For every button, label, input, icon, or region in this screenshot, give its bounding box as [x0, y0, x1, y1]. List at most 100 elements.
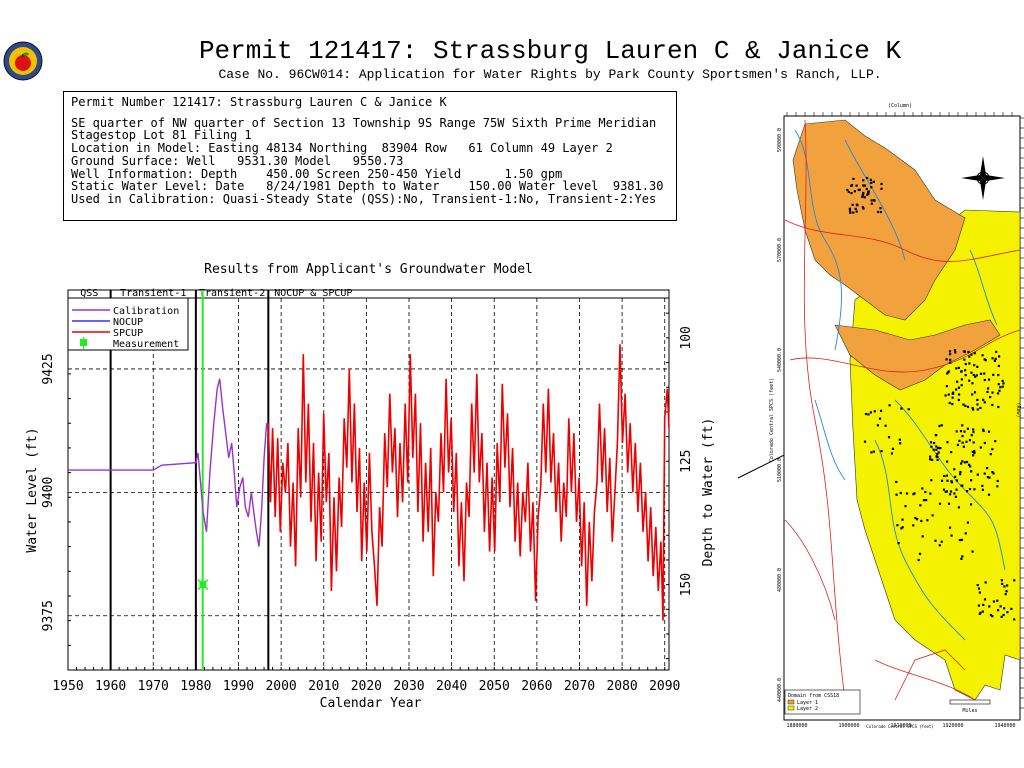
- well-dot: [960, 557, 963, 560]
- well-dot: [1001, 582, 1004, 586]
- well-dot: [899, 491, 902, 495]
- well-dot: [986, 390, 989, 394]
- well-dot: [925, 498, 928, 502]
- well-dot: [879, 206, 882, 210]
- well-dot: [870, 199, 873, 202]
- well-dot: [959, 430, 963, 433]
- well-dot: [852, 211, 855, 214]
- well-dot: [1010, 607, 1013, 611]
- well-dot: [950, 480, 953, 483]
- well-dot: [914, 516, 917, 520]
- page-title: Permit 121417: Strassburg Lauren C & Jan…: [198, 36, 902, 66]
- map-left-tick-label: 480000.0: [777, 568, 783, 592]
- well-dot: [996, 485, 999, 488]
- well-dot: [968, 362, 971, 365]
- well-dot: [948, 401, 951, 405]
- well-dot: [862, 184, 866, 187]
- well-dot: [969, 465, 972, 468]
- well-dot: [996, 599, 999, 602]
- well-information-line: Well Information: Depth 450.00 Screen 25…: [71, 166, 563, 181]
- well-dot: [872, 450, 875, 453]
- map-right-label: (Row): [1015, 402, 1021, 417]
- well-dot: [955, 388, 958, 391]
- well-dot: [984, 359, 987, 362]
- well-dot: [994, 440, 997, 443]
- well-dot: [976, 365, 979, 368]
- well-dot: [979, 446, 982, 449]
- well-dot: [965, 460, 969, 464]
- well-dot: [880, 182, 883, 186]
- well-dot: [884, 424, 887, 427]
- well-dot: [936, 458, 939, 461]
- map-bottom-tick-label: 1880000: [786, 723, 807, 729]
- well-dot: [951, 391, 955, 394]
- well-dot: [973, 391, 977, 394]
- well-dot: [983, 441, 986, 445]
- well-dot: [901, 518, 904, 521]
- well-dot: [880, 450, 883, 453]
- well-dot: [966, 521, 969, 524]
- well-dot: [961, 434, 964, 438]
- well-dot: [996, 479, 999, 483]
- well-dot: [890, 452, 894, 455]
- well-dot: [932, 441, 936, 445]
- well-dot: [984, 581, 987, 584]
- well-dot: [940, 479, 944, 482]
- well-dot: [924, 490, 927, 494]
- well-dot: [978, 612, 981, 616]
- well-dot: [964, 369, 967, 372]
- well-dot: [976, 473, 979, 476]
- map-legend-title: Domain from CSS18: [788, 693, 839, 699]
- well-dot: [981, 610, 984, 613]
- well-dot: [895, 480, 898, 484]
- well-dot: [887, 436, 891, 439]
- well-dot: [878, 417, 882, 420]
- well-dot: [972, 373, 975, 377]
- well-dot: [982, 398, 985, 401]
- well-dot: [1001, 379, 1004, 383]
- well-dot: [870, 181, 873, 184]
- well-dot: [981, 354, 984, 357]
- well-dot: [960, 538, 964, 541]
- map-legend-swatch-layer1: [787, 699, 795, 705]
- map-bottom-tick-label: 1910000: [890, 723, 911, 729]
- well-dot: [976, 403, 979, 406]
- well-dot: [964, 374, 967, 377]
- well-dot: [1013, 618, 1016, 621]
- well-dot: [846, 188, 849, 192]
- well-dot: [947, 393, 950, 396]
- permit-info-box: Permit Number 121417: Strassburg Lauren …: [63, 91, 677, 221]
- well-dot: [867, 413, 870, 416]
- well-dot: [918, 552, 922, 556]
- well-dot: [1000, 615, 1003, 618]
- well-dot: [852, 177, 855, 181]
- well-dot: [976, 408, 979, 411]
- well-dot: [986, 476, 990, 479]
- well-dot: [872, 199, 876, 202]
- well-dot: [992, 600, 996, 603]
- x-tick-label-13: 2080: [606, 679, 637, 694]
- well-dot: [907, 408, 910, 411]
- plot-frame: [67, 289, 670, 671]
- well-dot: [987, 493, 991, 496]
- well-dot: [988, 605, 991, 608]
- well-dot: [948, 353, 952, 356]
- well-dot: [897, 541, 900, 545]
- well-dot: [932, 448, 935, 451]
- well-dot: [935, 445, 938, 448]
- well-dot: [991, 357, 994, 360]
- well-dot: [964, 404, 967, 408]
- legend-label-3: Measurement: [113, 339, 179, 350]
- well-dot: [968, 379, 971, 382]
- x-tick-label-9: 2040: [436, 679, 467, 694]
- map-bottom-tick-label: 1920000: [942, 723, 963, 729]
- well-dot: [850, 191, 853, 195]
- well-dot: [975, 374, 978, 377]
- well-dot: [955, 430, 958, 433]
- well-dot: [869, 178, 872, 181]
- well-dot: [938, 502, 942, 505]
- well-dot: [976, 583, 979, 587]
- well-dot: [979, 406, 982, 410]
- well-dot: [970, 371, 973, 374]
